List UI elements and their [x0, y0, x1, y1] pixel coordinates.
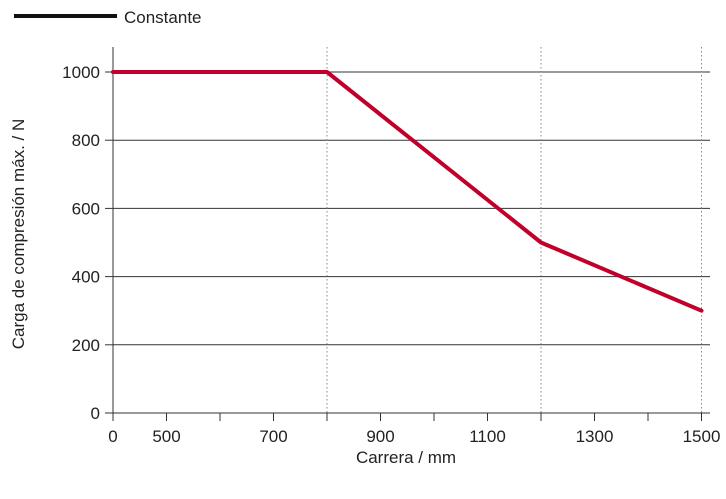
legend: Constante [14, 8, 202, 27]
y-tick-label: 800 [72, 131, 100, 150]
legend-label: Constante [124, 8, 202, 27]
grid [113, 47, 710, 413]
x-tick-label: 1300 [576, 427, 614, 446]
y-tick-label: 200 [72, 336, 100, 355]
series-line [111, 70, 704, 313]
x-tick-label: 900 [366, 427, 394, 446]
x-tick-label: 1100 [469, 427, 506, 446]
x-tick-label: 700 [259, 427, 287, 446]
x-tick-label: 1500 [683, 427, 721, 446]
y-tick-label: 1000 [62, 63, 100, 82]
x-tick-label: 0 [108, 427, 117, 446]
x-tick-label: 500 [152, 427, 180, 446]
axes [112, 47, 710, 414]
y-tick-label: 600 [72, 199, 100, 218]
ticks: 0 500 700 900 1100 1300 1500 0 200 400 600 800 1000 [62, 63, 720, 446]
y-tick-label: 400 [72, 268, 100, 287]
x-axis-title: Carrera / mm [356, 448, 456, 467]
y-axis-title: Carga de compresión máx. / N [9, 119, 28, 350]
series-layer [111, 70, 704, 313]
y-tick-label: 0 [91, 404, 100, 423]
